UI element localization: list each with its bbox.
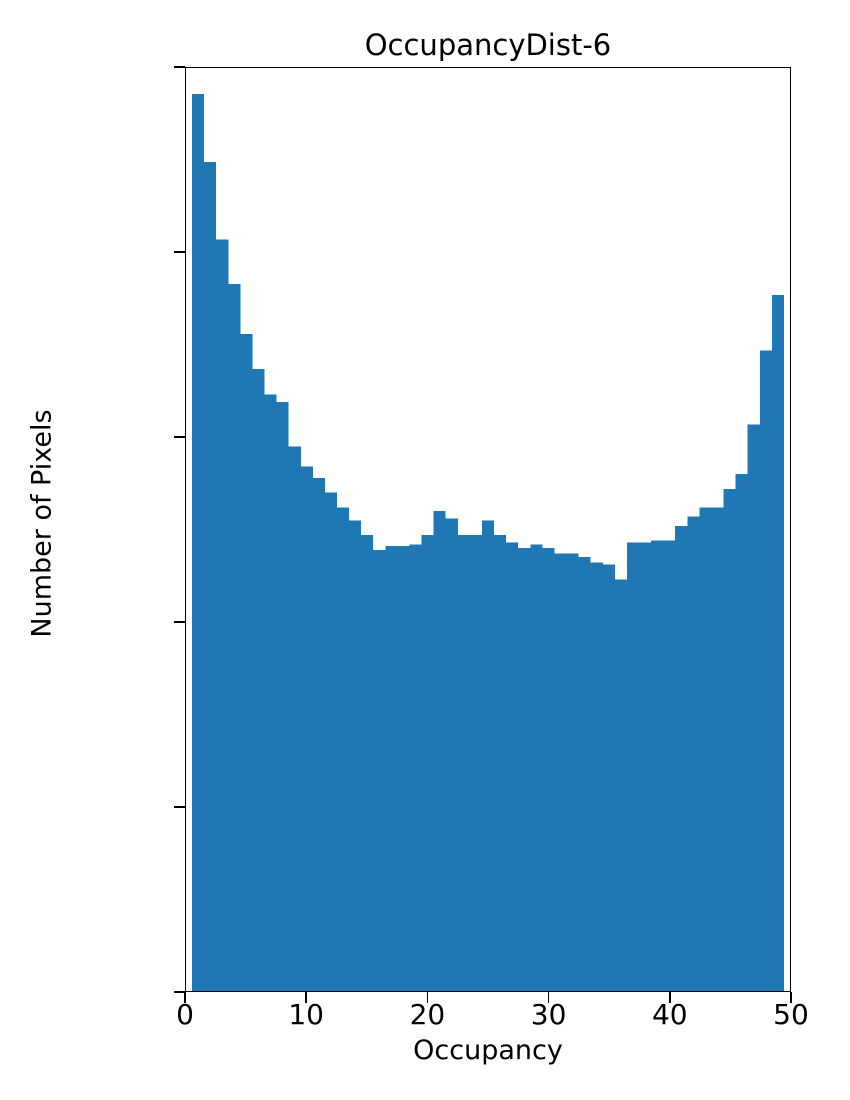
histogram-bar <box>397 546 410 991</box>
x-tick-label: 10 <box>288 998 324 1031</box>
histogram-bar <box>469 535 482 991</box>
y-tick-mark <box>174 806 185 808</box>
histogram-bar <box>602 564 615 991</box>
histogram-bar <box>699 507 712 991</box>
histogram-bar <box>494 535 507 991</box>
histogram-bar <box>711 507 724 991</box>
histogram-bar <box>192 93 205 991</box>
histogram-bar <box>759 350 772 991</box>
histogram-bar <box>590 562 603 991</box>
histogram-bar <box>337 507 350 991</box>
histogram-bar <box>312 477 325 991</box>
histogram-bar <box>445 518 458 991</box>
x-tick-label: 50 <box>773 998 809 1031</box>
histogram-bar <box>324 492 337 991</box>
histogram-bar <box>457 535 470 991</box>
x-tick-mark <box>184 992 186 1003</box>
histogram-bar <box>747 424 760 991</box>
histogram-bar <box>566 553 579 991</box>
y-tick-mark <box>174 436 185 438</box>
histogram-bar <box>663 540 676 991</box>
histogram-bar <box>228 283 241 991</box>
y-tick-mark <box>174 991 185 993</box>
x-tick-mark <box>305 992 307 1003</box>
x-tick-mark <box>426 992 429 1003</box>
histogram-bar <box>240 333 253 991</box>
histogram-bar <box>687 516 700 991</box>
x-tick-label: 0 <box>176 998 194 1031</box>
histogram-bar <box>675 525 688 991</box>
x-tick-label: 40 <box>651 998 688 1031</box>
histogram-bar <box>481 520 495 991</box>
histogram-bar <box>530 544 543 991</box>
histogram-bar <box>409 544 422 991</box>
histogram-bar <box>421 535 434 991</box>
histogram-bar <box>385 546 398 991</box>
histogram-bar <box>300 466 313 991</box>
histogram-bar <box>276 402 289 991</box>
x-tick-mark <box>547 992 550 1003</box>
histogram-bar <box>651 540 664 991</box>
histogram-bar <box>433 511 446 991</box>
y-tick-mark <box>174 621 185 623</box>
x-tick-label: 20 <box>409 998 446 1031</box>
histogram-bar <box>723 488 736 991</box>
histogram-bar <box>506 542 519 991</box>
x-axis-label: Occupancy <box>413 1035 563 1066</box>
histogram-bar <box>518 547 531 991</box>
histogram-bar <box>264 394 277 991</box>
y-axis-label: Number of Pixels <box>26 409 58 638</box>
histogram-bar <box>735 474 748 991</box>
histogram-bar <box>614 579 627 991</box>
histogram-bar <box>361 535 374 991</box>
x-tick-mark <box>790 992 792 1003</box>
histogram-bar <box>204 162 217 991</box>
histogram-bars <box>192 93 784 991</box>
plot-area <box>185 67 791 992</box>
histogram-bar <box>771 295 784 991</box>
histogram-bar <box>639 542 652 991</box>
histogram-bar <box>216 239 229 991</box>
histogram-bar <box>626 542 639 991</box>
page-title: OccupancyDist-6 <box>364 28 612 62</box>
histogram-bar <box>252 368 265 991</box>
y-tick-mark <box>174 251 185 253</box>
x-tick-label: 30 <box>530 998 567 1031</box>
histogram-bar <box>349 520 362 991</box>
histogram-bar <box>554 553 567 991</box>
y-tick-mark <box>174 66 185 68</box>
x-tick-mark <box>669 992 671 1003</box>
histogram-bar <box>578 557 591 991</box>
histogram-bar <box>288 446 301 991</box>
histogram-bar <box>373 549 386 991</box>
histogram-bar <box>542 547 555 991</box>
